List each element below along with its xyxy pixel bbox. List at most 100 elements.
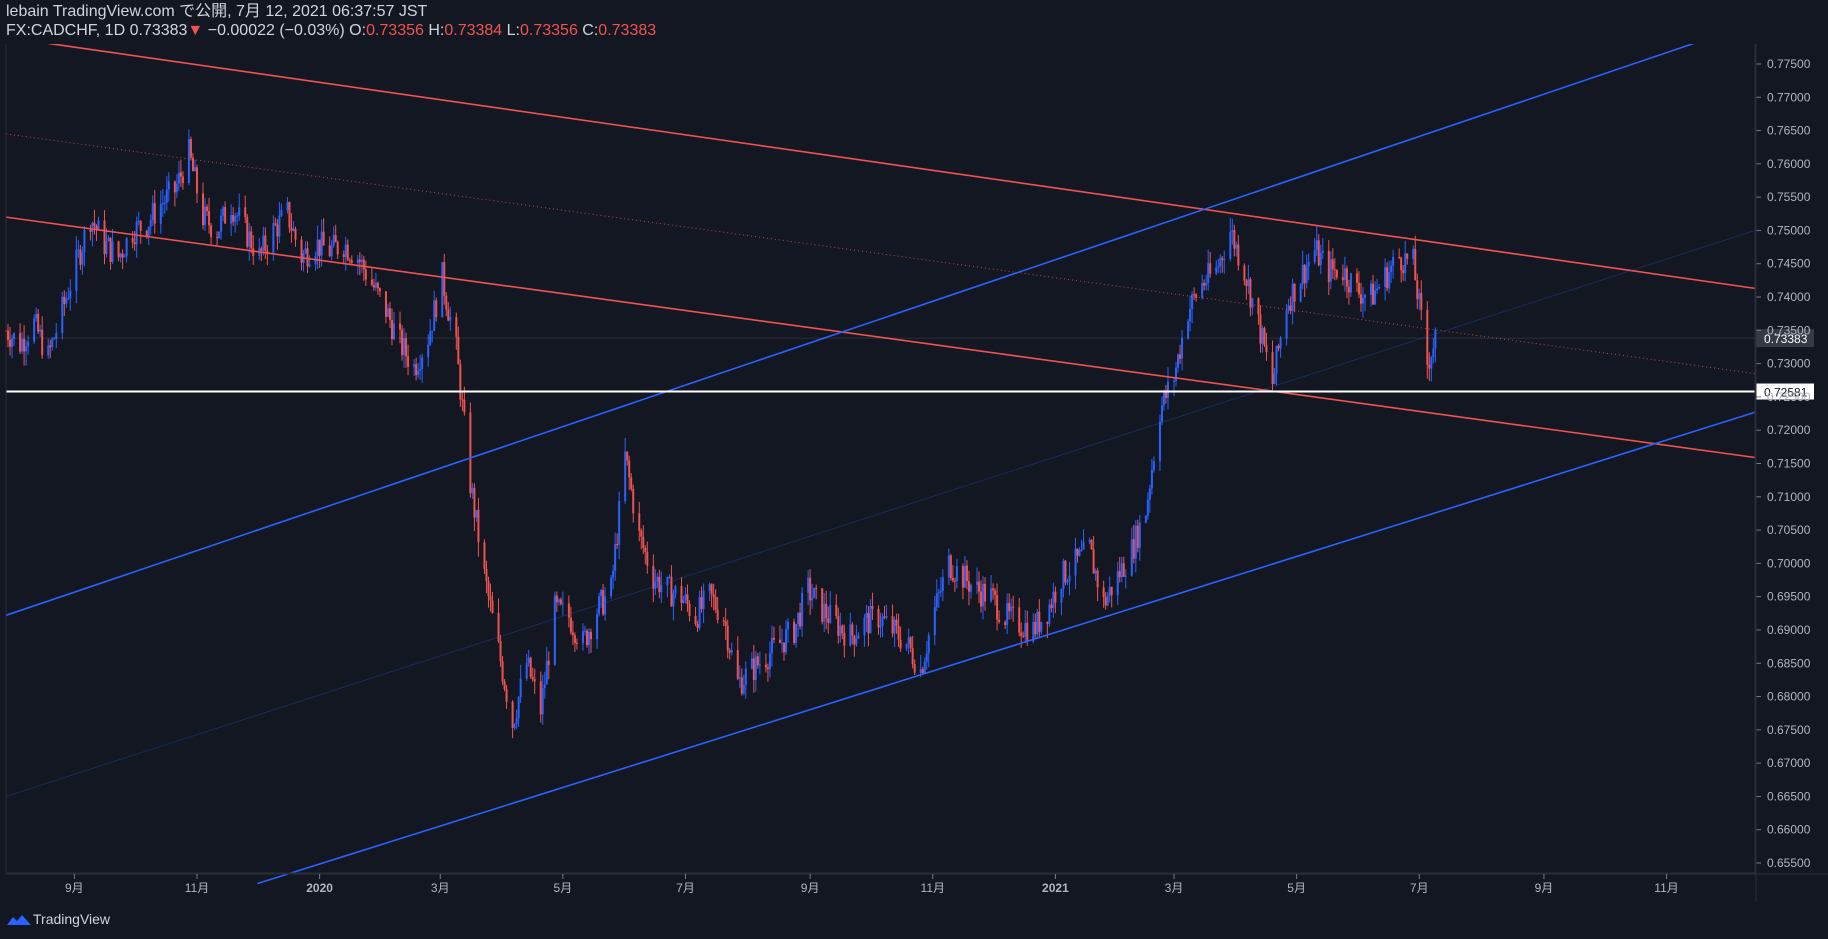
candle-body: [193, 167, 196, 172]
candle-body: [714, 596, 717, 610]
candle-body: [457, 336, 460, 365]
candle-body: [585, 630, 588, 646]
candle-body: [835, 605, 838, 617]
candle-body: [1428, 364, 1431, 369]
candle-body: [1094, 570, 1097, 574]
candle-body: [292, 228, 295, 231]
candle-body: [994, 590, 997, 596]
candle-body: [642, 536, 645, 549]
candle-body: [1388, 271, 1391, 289]
candle-body: [260, 248, 263, 251]
candle-body: [768, 653, 771, 670]
candle-body: [1355, 273, 1358, 283]
candle-body: [1018, 607, 1021, 633]
candle-body: [602, 590, 605, 615]
candle-body: [1219, 258, 1222, 267]
candle-body: [1046, 621, 1049, 624]
y-tick-label: 0.75500: [1767, 190, 1811, 204]
candle-body: [1054, 591, 1057, 603]
trendline: [5, 216, 1756, 459]
tradingview-logo-icon[interactable]: [6, 912, 32, 928]
candle-body: [1343, 268, 1346, 281]
candle-body: [455, 316, 458, 337]
candle-body: [252, 248, 255, 256]
candle-body: [135, 221, 138, 245]
publish-info: lebain TradingView.com で公開, 7月 12, 2021 …: [6, 2, 427, 22]
candle-body: [1301, 264, 1304, 285]
y-tick-label: 0.66500: [1767, 789, 1811, 803]
y-tick-label: 0.68500: [1767, 656, 1811, 670]
x-tick-label: 11月: [921, 881, 945, 895]
candle-body: [1207, 263, 1210, 284]
candle-body: [1273, 373, 1276, 384]
x-tick-label: 3月: [1165, 881, 1184, 895]
candle-body: [1402, 270, 1405, 274]
chart-footer: TradingView: [0, 902, 1828, 939]
candle-body: [47, 345, 50, 356]
candle-body: [246, 217, 249, 247]
candle-body: [83, 229, 86, 253]
symbol-label[interactable]: FX:CADCHF, 1D: [6, 22, 126, 39]
candle-body: [286, 202, 289, 211]
candle-body: [266, 250, 269, 254]
candle-body: [668, 576, 671, 578]
candle-body: [485, 568, 488, 582]
candle-body: [909, 637, 912, 649]
candle-body: [1414, 248, 1417, 281]
candle-body: [1390, 265, 1393, 272]
candle-body: [95, 226, 98, 230]
y-tick-label: 0.65500: [1767, 856, 1811, 870]
candle-body: [1080, 549, 1083, 551]
candle-body: [1108, 586, 1111, 597]
price-chart[interactable]: 0.72581 0.73383 0.65500 0.66000 0.66500 0.67…: [0, 0, 1828, 902]
y-tick-label: 0.76500: [1767, 124, 1811, 138]
candle-body: [210, 225, 213, 238]
x-tick-label: 3月: [431, 881, 450, 895]
candle-body: [825, 603, 828, 619]
candle-body: [1032, 621, 1035, 642]
candle-body: [153, 203, 156, 224]
candle-body: [469, 412, 472, 494]
candle-body: [519, 678, 522, 698]
candle-body: [851, 624, 854, 636]
candle-body: [1082, 541, 1085, 550]
candle-body: [376, 282, 379, 289]
trendlines-layer: [5, 21, 1756, 885]
candle-body: [716, 609, 719, 621]
candle-body: [688, 603, 691, 617]
candle-body: [652, 565, 655, 589]
candle-body: [25, 346, 28, 352]
candle-body: [559, 599, 562, 604]
candle-body: [1040, 621, 1043, 632]
candle-body: [202, 193, 205, 226]
candle-body: [740, 677, 743, 694]
candle-body: [322, 231, 325, 246]
candle-body: [525, 663, 528, 679]
candle-body: [165, 189, 168, 203]
candle-body: [1335, 269, 1338, 278]
candle-body: [483, 542, 486, 569]
y-tick-label: 0.69000: [1767, 623, 1811, 637]
candle-body: [1106, 596, 1109, 606]
candle-body: [1398, 256, 1401, 258]
x-tick-label: 11月: [185, 881, 209, 895]
candle-body: [378, 288, 381, 292]
candle-body: [89, 229, 92, 232]
candle-body: [730, 650, 733, 653]
candle-body: [961, 566, 964, 588]
candle-body: [230, 214, 233, 224]
candle-body: [189, 139, 192, 158]
candle-body: [431, 330, 434, 332]
candle-body: [131, 238, 134, 243]
current-price-tag: [1756, 329, 1814, 348]
candle-body: [905, 643, 908, 649]
candle-body: [234, 216, 237, 222]
candle-body: [1293, 283, 1296, 302]
candle-body: [638, 513, 641, 531]
y-tick-label: 0.77500: [1767, 57, 1811, 71]
candle-body: [1341, 277, 1344, 281]
candle-body: [13, 333, 16, 339]
candle-body: [583, 630, 586, 632]
tradingview-brand[interactable]: TradingView: [33, 911, 111, 927]
candle-body: [419, 368, 422, 371]
